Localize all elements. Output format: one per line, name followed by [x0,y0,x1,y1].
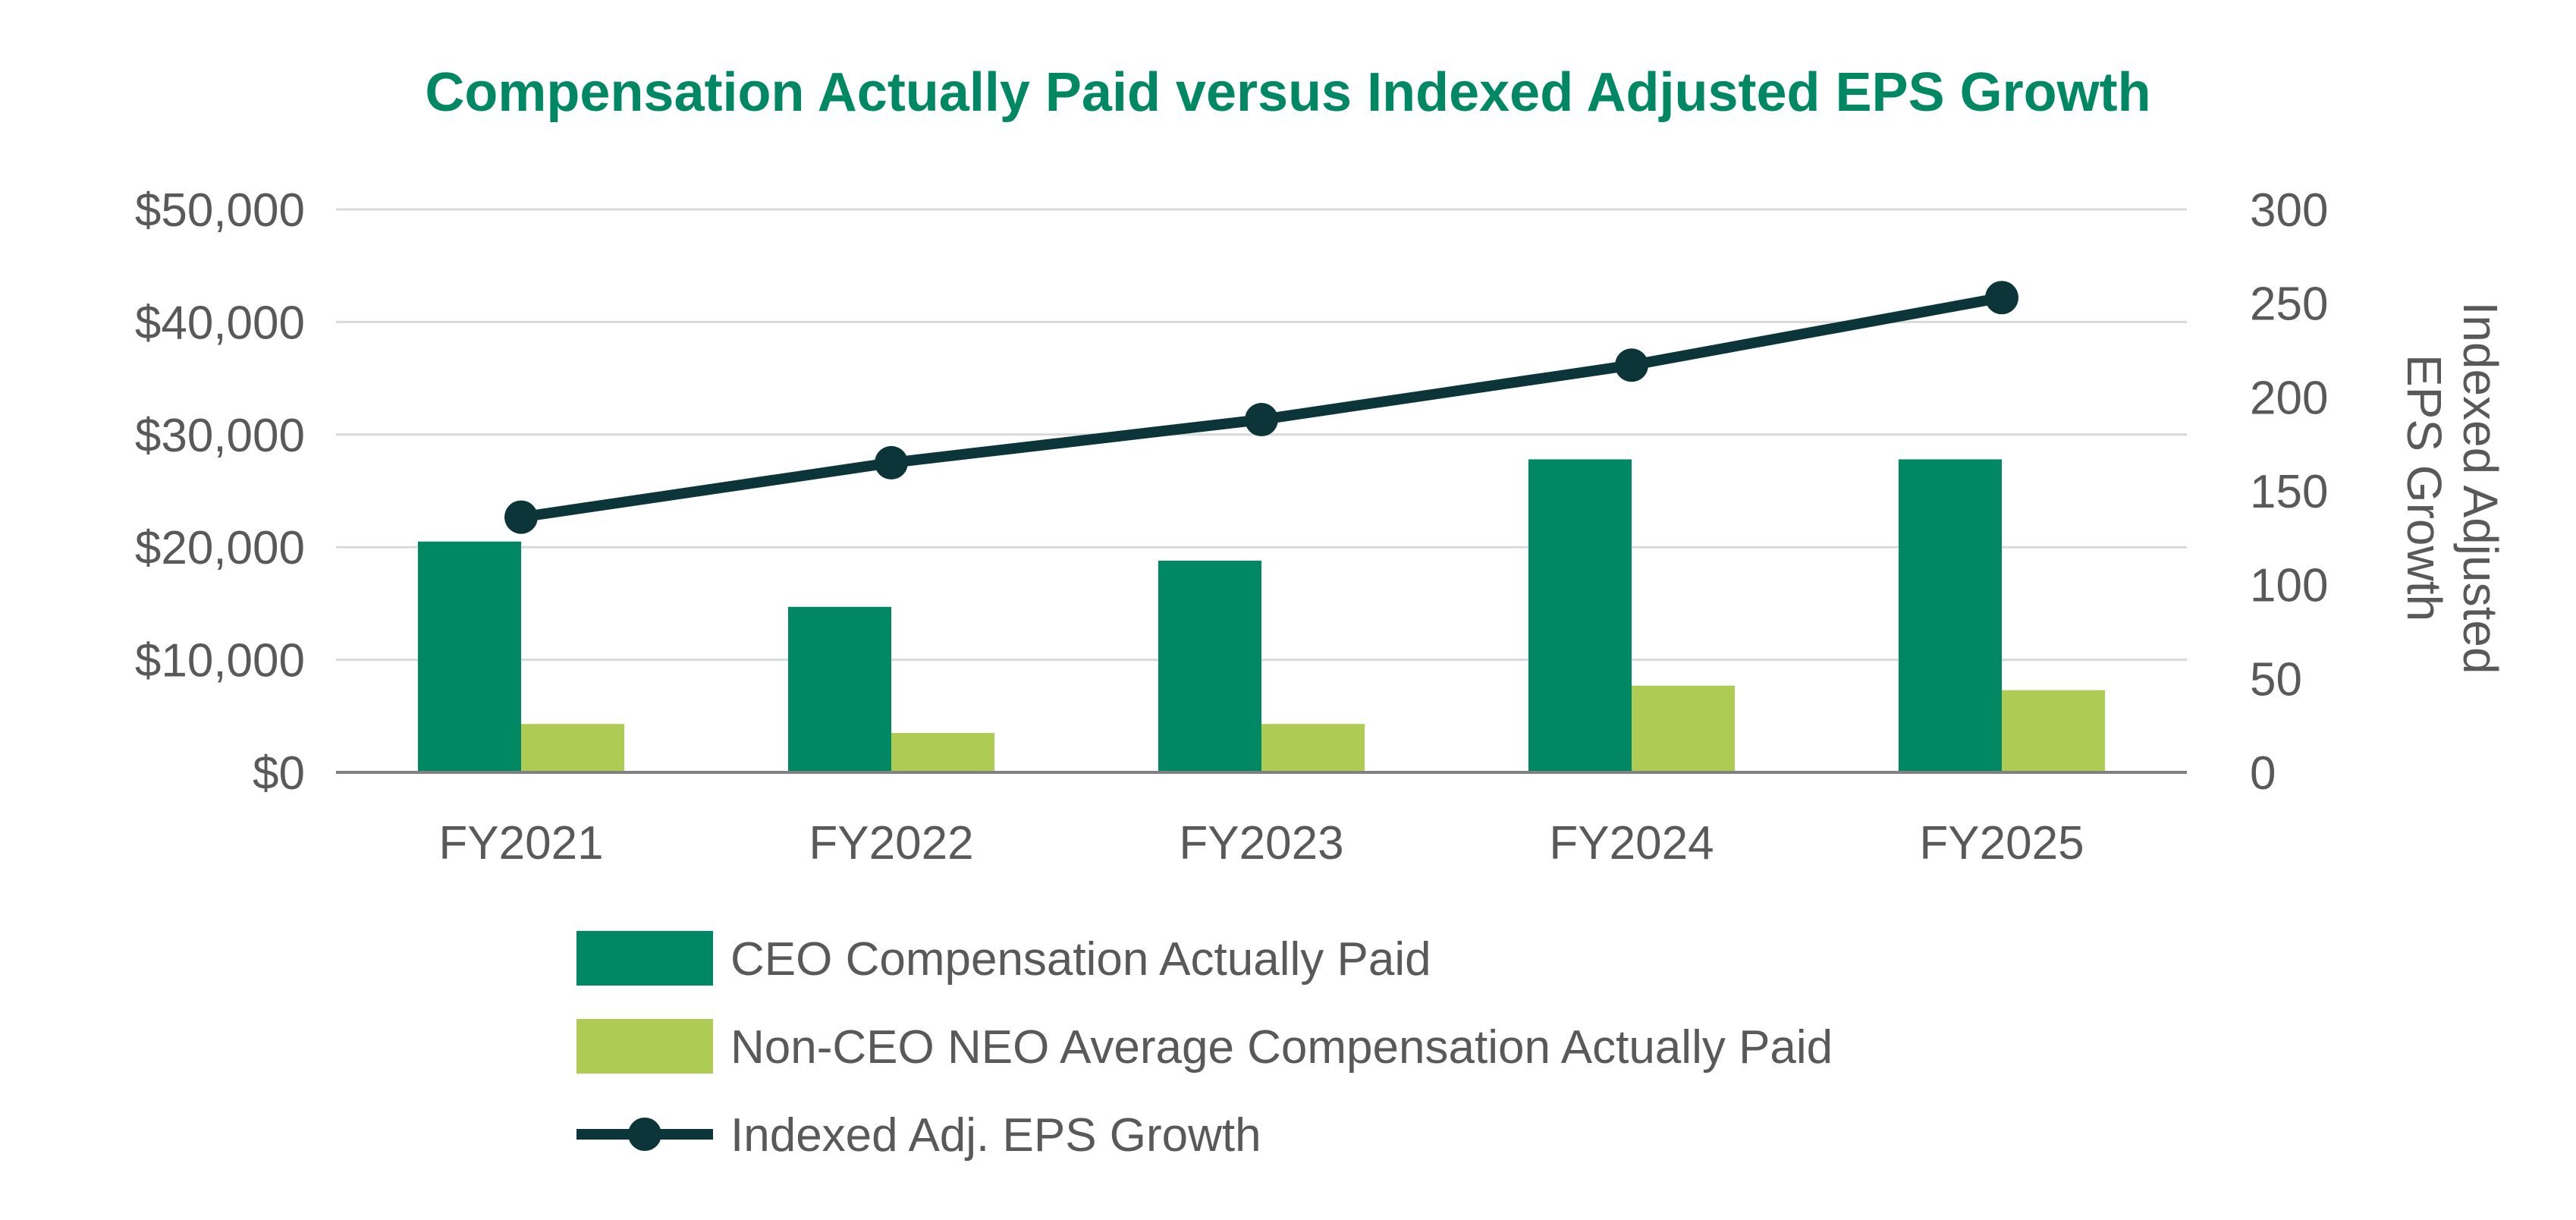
ceo-compensation-bar [418,541,521,772]
y-left-tick-label: $0 [253,747,305,800]
y-left-tick-label: $50,000 [135,184,305,237]
legend-line-marker [628,1118,661,1151]
legend: CEO Compensation Actually Paid Non-CEO NE… [576,931,1833,1162]
y-right-tick-label: 150 [2250,466,2328,518]
y-right-tick-label: 200 [2250,372,2328,424]
eps-growth-point [875,445,908,480]
eps-growth-point [1985,281,2018,315]
chart-title: Compensation Actually Paid versus Indexe… [425,62,2150,123]
y-left-tick-label: $20,000 [135,522,305,574]
x-axis-tick-label: FY2025 [1919,817,2084,869]
y-right-tick-label: 250 [2250,278,2328,331]
x-axis-tick-label: FY2021 [438,817,603,869]
ceo-compensation-bar [788,606,891,772]
y-left-tick-label: $40,000 [135,297,305,349]
y-right-tick-label: 300 [2250,184,2328,237]
bars [418,459,2105,772]
legend-swatch-ceo [576,931,713,986]
legend-swatch-non-ceo-neo [576,1019,713,1074]
x-axis-tick-label: FY2024 [1549,817,1714,869]
non-ceo-neo-compensation-bar [2002,690,2105,772]
y-right-tick-label: 100 [2250,560,2328,612]
legend-label: Non-CEO NEO Average Compensation Actuall… [730,1021,1833,1074]
y-right-axis-title-line: Indexed Adjusted [2453,301,2508,674]
y-left-tick-label: $10,000 [135,635,305,687]
y-right-tick-label: 50 [2250,653,2302,706]
legend-label: CEO Compensation Actually Paid [730,933,1431,986]
axes: $0 $10,000 $20,000 $30,000 $40,000 $50,000 0 50… [135,184,2508,869]
ceo-compensation-bar [1528,459,1632,772]
non-ceo-neo-compensation-bar [521,724,624,772]
non-ceo-neo-compensation-bar [891,733,994,772]
eps-growth-point [1245,403,1278,437]
eps-growth-point [1615,348,1648,382]
legend-label: Indexed Adj. EPS Growth [730,1109,1261,1162]
ceo-compensation-bar [1899,459,2002,772]
x-axis-tick-label: FY2023 [1179,817,1343,869]
eps-line-series [504,281,2018,534]
y-right-axis-title: Indexed AdjustedEPS Growth [2397,301,2508,674]
ceo-compensation-bar [1158,561,1261,772]
non-ceo-neo-compensation-bar [1632,685,1735,772]
y-left-tick-label: $30,000 [135,410,305,462]
legend-swatch-eps-line [576,1118,713,1151]
x-axis-tick-label: FY2022 [809,817,973,869]
eps-growth-point [504,500,538,534]
non-ceo-neo-compensation-bar [1261,724,1365,772]
y-right-axis-title-line: EPS Growth [2397,354,2452,621]
y-right-tick-label: 0 [2250,747,2276,800]
